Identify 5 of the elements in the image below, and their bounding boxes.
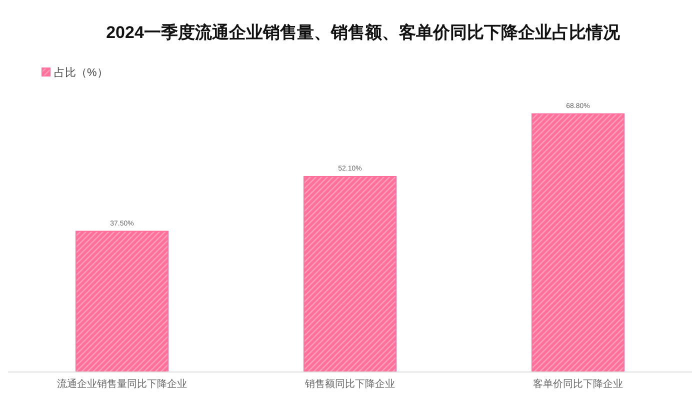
x-tick-label: 流通企业销售量同比下降企业 <box>57 378 187 390</box>
chart-title: 2024一季度流通企业销售量、销售额、客单价同比下降企业占比情况 <box>106 23 621 42</box>
x-tick-label: 客单价同比下降企业 <box>533 378 623 390</box>
legend-label: 占比（%） <box>54 66 108 79</box>
x-tick-label: 销售额同比下降企业 <box>304 378 395 390</box>
